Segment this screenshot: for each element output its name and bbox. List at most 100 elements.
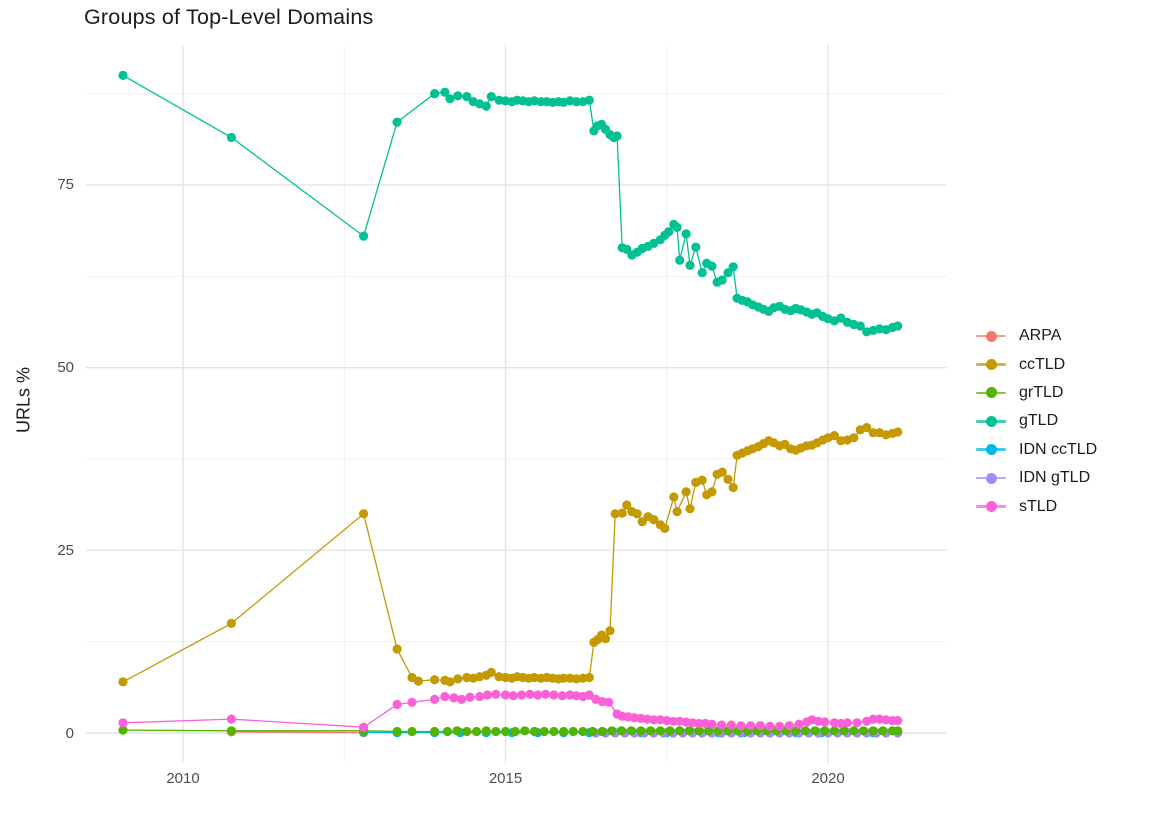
data-point-gtld (584, 95, 594, 105)
data-point-cctld (486, 667, 496, 678)
legend-label: grTLD (1019, 383, 1064, 401)
data-point-cctld (605, 626, 615, 636)
data-point-grtld (491, 726, 501, 737)
data-point-stld (440, 691, 450, 702)
data-point-gtld (728, 262, 738, 272)
data-point-gtld (392, 117, 402, 127)
data-point-gtld (612, 131, 622, 141)
data-point-gtld (723, 268, 733, 278)
data-point-grtld (578, 726, 588, 737)
data-point-grtld (626, 726, 636, 736)
data-point-grtld (500, 726, 511, 737)
data-point-grtld (559, 726, 569, 737)
data-point-gtld (486, 92, 496, 102)
series-grtld (118, 725, 903, 737)
data-point-cctld (723, 474, 733, 484)
data-point-stld (525, 689, 535, 699)
data-point-grtld (481, 726, 491, 736)
data-point-stld (475, 691, 485, 702)
data-point-grtld (810, 726, 820, 736)
data-point-grtld (893, 726, 903, 736)
data-point-gtld (672, 222, 682, 232)
legend-label: IDN ccTLD (1019, 440, 1098, 458)
data-point-cctld (649, 515, 659, 525)
legend-label: sTLD (1019, 497, 1058, 515)
data-point-stld (604, 697, 614, 707)
data-point-cctld (359, 509, 369, 519)
data-point-gtld (430, 89, 440, 99)
data-point-gtld (707, 261, 717, 271)
data-point-cctld (868, 428, 878, 438)
data-point-stld (407, 697, 417, 707)
data-point-stld (726, 720, 736, 730)
data-point-stld (868, 714, 878, 724)
series-line-gtld (122, 74, 898, 333)
data-point-grtld (430, 726, 440, 737)
legend-key-stld (976, 500, 1006, 514)
legend-key-grtld (976, 386, 1006, 400)
data-point-gtld (359, 231, 369, 241)
data-point-cctld (453, 674, 463, 684)
legend-item-cctld: ccTLD (976, 350, 1097, 378)
data-point-grtld (820, 726, 830, 736)
data-point-grtld (868, 726, 878, 736)
legend-label: gTLD (1019, 412, 1059, 430)
data-point-cctld (707, 487, 717, 497)
data-point-stld (775, 721, 785, 732)
data-point-gtld (664, 227, 674, 237)
legend-item-arpa: ARPA (976, 322, 1097, 350)
data-point-stld (717, 720, 727, 730)
data-point-cctld (728, 482, 738, 493)
data-point-grtld (471, 726, 482, 737)
data-point-cctld (430, 675, 440, 685)
data-point-stld (449, 693, 459, 703)
data-point-cctld (632, 509, 642, 519)
x-tick-label: 2020 (811, 770, 845, 787)
data-point-stld (533, 690, 543, 700)
data-point-gtld (675, 255, 685, 265)
x-tick-label: 2015 (488, 770, 523, 787)
data-point-grtld (568, 726, 578, 737)
legend-label: IDN gTLD (1019, 469, 1091, 487)
data-point-grtld (549, 726, 559, 737)
data-point-cctld (584, 672, 594, 683)
legend-dot-icon (985, 444, 997, 456)
data-point-grtld (878, 726, 888, 736)
data-point-grtld (510, 726, 520, 737)
data-point-stld (794, 719, 804, 729)
data-point-grtld (675, 726, 685, 736)
data-point-cctld (445, 677, 455, 687)
data-point-stld (457, 694, 467, 705)
data-point-grtld (607, 726, 617, 736)
data-point-cctld (413, 676, 423, 686)
data-point-grtld (694, 726, 704, 736)
data-point-grtld (800, 726, 811, 736)
data-point-cctld (829, 431, 840, 441)
data-point-gtld (445, 94, 455, 104)
legend-item-grtld: grTLD (976, 379, 1097, 407)
data-point-cctld (849, 433, 859, 443)
data-point-cctld (610, 509, 620, 519)
series-line-arpa (231, 731, 364, 734)
legend-key-arpa (976, 329, 1006, 343)
data-point-cctld (622, 500, 632, 510)
data-point-grtld (636, 726, 646, 736)
data-point-stld (517, 690, 527, 700)
series-gtld (118, 70, 903, 337)
data-point-grtld (588, 726, 598, 737)
legend-label: ARPA (1019, 327, 1062, 345)
data-point-grtld (407, 726, 417, 737)
legend-item-idn-gtld: IDN gTLD (976, 464, 1097, 492)
legend-item-gtld: gTLD (976, 407, 1097, 435)
legend-dot-icon (985, 330, 997, 342)
legend-item-stld: sTLD (976, 492, 1097, 520)
y-tick-label: 0 (65, 724, 74, 742)
data-point-stld (820, 717, 830, 727)
data-point-stld (893, 716, 903, 726)
data-point-stld (649, 715, 659, 725)
data-point-gtld (118, 70, 128, 80)
data-point-gtld (685, 260, 695, 270)
data-point-stld (500, 690, 511, 700)
data-point-gtld (893, 321, 903, 331)
